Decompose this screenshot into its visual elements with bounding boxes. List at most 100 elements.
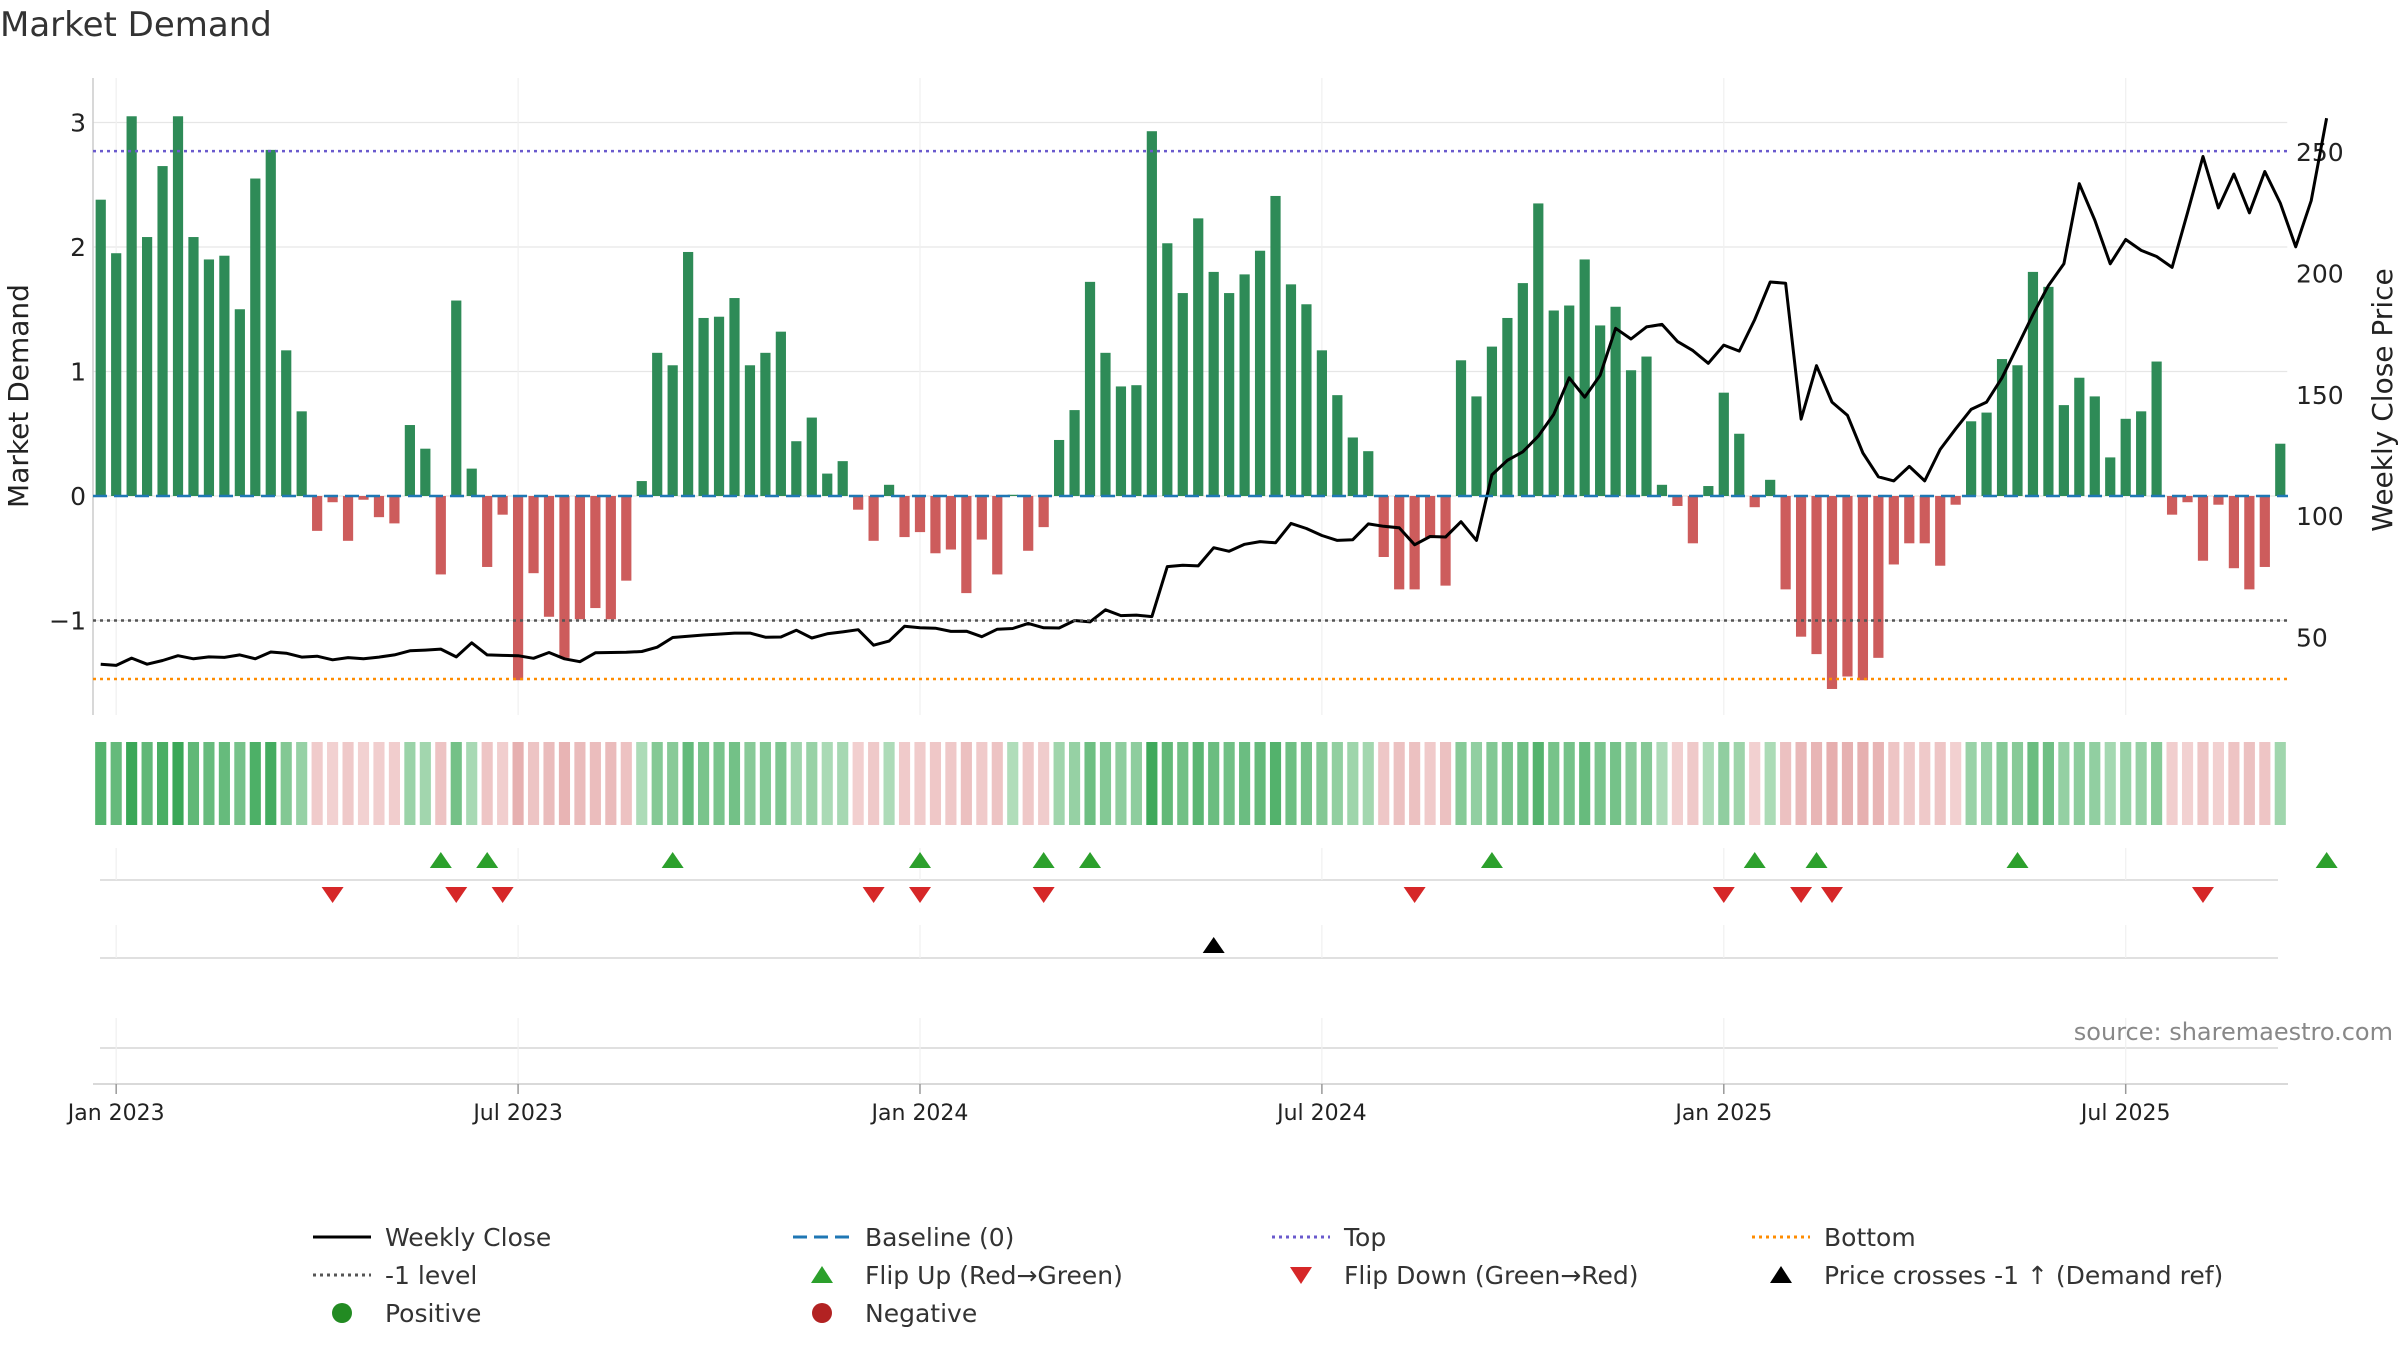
demand-bar (1795, 496, 1807, 637)
heat-cell (2243, 742, 2255, 825)
demand-bar (1656, 484, 1668, 496)
demand-bar (1641, 356, 1652, 496)
flip-down-marker (321, 887, 344, 903)
heat-cell (898, 742, 911, 825)
heat-cell (574, 742, 586, 825)
heat-cell (790, 742, 802, 825)
demand-bar (420, 448, 431, 496)
heat-cell (1826, 742, 1838, 825)
price-cross-panel (100, 925, 2278, 959)
flip-up-marker (2315, 852, 2338, 868)
legend-label: Weekly Close (385, 1223, 551, 1252)
heat-cell (512, 742, 524, 825)
demand-bar (667, 365, 678, 496)
demand-bar (1595, 325, 1606, 496)
heat-cell (821, 742, 833, 825)
demand-bar (1517, 283, 1528, 496)
heat-cell (2259, 742, 2271, 825)
heat-cell (883, 742, 895, 825)
heat-cell (1424, 742, 1436, 825)
heat-cell (1130, 742, 1142, 825)
heat-cell (1393, 742, 1405, 825)
heat-cell (280, 742, 292, 825)
demand-bar (1177, 293, 1188, 496)
demand-bar (2089, 396, 2100, 496)
heat-cell (1671, 742, 1683, 825)
heat-cell (388, 742, 400, 825)
demand-bar (1254, 250, 1266, 496)
heat-cell (868, 742, 880, 825)
heat-cell (1084, 742, 1096, 825)
heat-cell (775, 742, 787, 825)
demand-bar (1069, 410, 1080, 496)
demand-bar (760, 352, 771, 496)
demand-bar (1347, 437, 1358, 496)
demand-bar (2151, 361, 2162, 496)
x-tick-label: Jan 2025 (1673, 1101, 1772, 1126)
demand-bar (899, 496, 910, 538)
demand-bars (95, 116, 2286, 689)
heat-cell (1996, 742, 2008, 825)
demand-bar (435, 496, 446, 575)
heat-cell (1950, 742, 1962, 825)
legend-item: Flip Down (Green→Red) (1290, 1261, 1639, 1290)
demand-bar (729, 298, 740, 496)
heat-cell (2120, 742, 2132, 825)
demand-bar (744, 365, 756, 496)
x-tick-label: Jul 2024 (1275, 1101, 1367, 1126)
flip-up-marker (476, 852, 499, 868)
heat-cell (2135, 742, 2147, 825)
heat-cell (327, 742, 339, 825)
demand-bar (497, 496, 508, 515)
heat-cell (1532, 742, 1544, 825)
demand-bar (883, 484, 895, 496)
demand-bar (512, 496, 524, 681)
demand-bar (2182, 496, 2193, 503)
heat-cell (1486, 742, 1498, 825)
heat-cell (960, 742, 972, 825)
heat-cell (1069, 742, 1081, 825)
legend-item: Baseline (0) (793, 1223, 1014, 1252)
heat-cell (218, 742, 230, 825)
heat-cell (311, 742, 323, 825)
heat-cell (1254, 742, 1266, 825)
demand-bar (1471, 396, 1482, 496)
heat-cell (1378, 742, 1390, 825)
demand-bar (543, 496, 555, 617)
demand-bar (1687, 496, 1698, 544)
demand-bar (2244, 496, 2255, 590)
heat-cell (1548, 742, 1560, 825)
demand-bar (775, 331, 786, 496)
demand-bar (1749, 496, 1760, 508)
heat-cell (852, 742, 864, 825)
y-tick-label: 3 (70, 109, 86, 138)
legend-item: -1 level (313, 1261, 477, 1290)
flip-up-marker (1079, 852, 1102, 868)
demand-bar (559, 496, 570, 658)
demand-bar (219, 255, 230, 496)
demand-bar (698, 317, 709, 496)
heat-cell (2197, 742, 2209, 825)
heat-cell (373, 742, 385, 825)
demand-bar (1857, 496, 1869, 681)
heat-cell (667, 742, 679, 825)
demand-bar (2105, 457, 2116, 496)
demand-bar (327, 496, 338, 503)
flip-down-marker (1790, 887, 1813, 903)
demand-bar (1811, 496, 1822, 655)
demand-heat-strip (95, 742, 2286, 825)
chart-title: Market Demand (0, 5, 272, 45)
heat-cell (1269, 742, 1282, 825)
demand-bar (976, 496, 987, 540)
heat-cell (1610, 742, 1622, 825)
demand-bar (404, 425, 415, 496)
heat-cell (404, 742, 416, 825)
demand-bar (342, 496, 354, 541)
demand-bar (250, 178, 261, 496)
demand-bar (683, 251, 694, 496)
demand-bar (1162, 243, 1173, 496)
heat-cell (1764, 742, 1776, 825)
y-axis-label: Market Demand (2, 284, 35, 508)
legend-dot-swatch (332, 1303, 352, 1323)
demand-bar (1996, 359, 2008, 496)
